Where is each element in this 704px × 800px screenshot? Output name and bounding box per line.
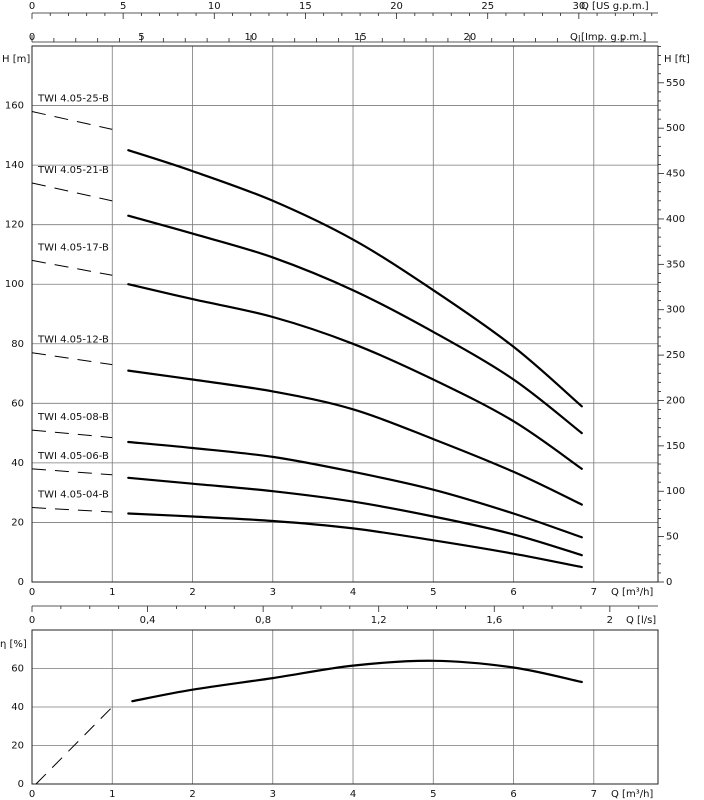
impgpm-tick-label: 10 — [245, 32, 258, 43]
ft-tick-label: 450 — [666, 169, 685, 180]
grid-lines — [32, 46, 658, 784]
impgpm-tick-label: 15 — [354, 32, 367, 43]
head-curve-dashed-segment — [31, 507, 113, 513]
eff-m3h-axis-label: Q [m³/h] — [611, 789, 653, 800]
head-m-tick-label: 20 — [11, 517, 24, 528]
head-curve-dashed-segment — [31, 352, 113, 366]
eff-tick-label: 40 — [11, 702, 24, 713]
series-label: TWI 4.05-17-B — [37, 242, 109, 253]
head-curve-dashed-segment — [31, 182, 113, 202]
ft-tick-label: 350 — [666, 259, 685, 270]
head-curve-twi-4-05-21-b — [127, 214, 583, 435]
head-m-tick-label: 100 — [5, 279, 24, 290]
eff-m3h-tick-label: 5 — [430, 789, 436, 800]
eff-m3h-tick-label: 6 — [510, 789, 516, 800]
ft-tick-label: 500 — [666, 123, 685, 134]
head-curve-twi-4-05-12-b — [127, 369, 583, 506]
impgpm-tick-label: 20 — [463, 32, 476, 43]
ft-tick-label: 550 — [666, 78, 685, 89]
lps-tick-label: 1,2 — [371, 615, 387, 626]
series-label: TWI 4.05-12-B — [37, 335, 109, 346]
usgpm-tick-label: 0 — [29, 1, 35, 12]
lps-tick-label: 1,6 — [486, 615, 502, 626]
lps-axis-label: Q [l/s] — [626, 615, 656, 626]
head-m-tick-label: 0 — [18, 577, 24, 588]
efficiency-curve — [131, 659, 583, 703]
head-m-tick-label: 160 — [5, 101, 24, 112]
plot-frames — [31, 45, 659, 785]
usgpm-tick-label: 5 — [120, 1, 126, 12]
usgpm-axis-label: Q [US g.p.m.] — [581, 1, 649, 12]
head-curve-dashed-segment — [31, 259, 113, 276]
head-m-tick-label: 140 — [5, 160, 24, 171]
ft-tick-label: 150 — [666, 441, 685, 452]
lps-tick-label: 2 — [607, 615, 613, 626]
ft-tick-label: 100 — [666, 486, 685, 497]
lps-tick-label: 0 — [29, 615, 35, 626]
head-curve-dashed-segment — [31, 429, 113, 439]
lps-tick-label: 0,4 — [140, 615, 156, 626]
impgpm-tick-label: 5 — [138, 32, 144, 43]
ft-tick-label: 200 — [666, 395, 685, 406]
series-label: TWI 4.05-21-B — [37, 165, 109, 176]
head-curve-twi-4-05-06-b — [127, 476, 583, 557]
head-curve-twi-4-05-25-b — [127, 149, 583, 408]
ft-tick-label: 250 — [666, 350, 685, 361]
m3h-tick-label: 6 — [510, 587, 516, 598]
lps-tick-label: 0,8 — [255, 615, 271, 626]
series-labels: TWI 4.05-25-B TWI 4.05-21-B TWI 4.05-17-B T… — [37, 94, 109, 501]
usgpm-tick-label: 15 — [299, 1, 312, 12]
tick-labels: 0 5 10 15 20 25 30Q [US g.p.m.]0 5 10 15 20 Q [Imp.… — [0, 1, 690, 800]
head-m-tick-label: 40 — [11, 458, 24, 469]
head-m-tick-label: 60 — [11, 398, 24, 409]
m3h-tick-label: 2 — [189, 587, 195, 598]
m3h-tick-label: 5 — [430, 587, 436, 598]
ft-tick-label: 0 — [666, 577, 672, 588]
impgpm-axis-label: Q [Imp. g.p.m.] — [570, 32, 646, 43]
usgpm-tick-label: 10 — [208, 1, 221, 12]
eff-tick-label: 20 — [11, 741, 24, 752]
data-curves — [31, 111, 583, 785]
head-curve-twi-4-05-08-b — [127, 440, 583, 539]
head-plot-frame — [31, 45, 659, 583]
ft-tick-label: 400 — [666, 214, 685, 225]
ft-axis-label: H [ft] — [664, 54, 690, 65]
usgpm-tick-label: 30 — [572, 1, 585, 12]
head-m-tick-label: 120 — [5, 220, 24, 231]
m3h-axis-label: Q [m³/h] — [611, 587, 653, 598]
eff-m3h-tick-label: 4 — [350, 789, 356, 800]
head-m-axis-label: H [m] — [2, 54, 30, 65]
impgpm-tick-label: 0 — [29, 32, 35, 43]
series-label: TWI 4.05-04-B — [37, 490, 109, 501]
series-label: TWI 4.05-08-B — [37, 412, 109, 423]
head-curve-dashed-segment — [31, 468, 113, 476]
eff-tick-label: 60 — [11, 664, 24, 675]
eff-m3h-tick-label: 2 — [189, 789, 195, 800]
eff-m3h-tick-label: 0 — [29, 789, 35, 800]
tick-marks — [31, 12, 664, 612]
series-label: TWI 4.05-06-B — [37, 451, 109, 462]
m3h-tick-label: 1 — [109, 587, 115, 598]
eff-m3h-tick-label: 3 — [270, 789, 276, 800]
head-m-tick-label: 80 — [11, 339, 24, 350]
usgpm-tick-label: 20 — [390, 1, 403, 12]
eff-m3h-tick-label: 1 — [109, 789, 115, 800]
m3h-tick-label: 7 — [591, 587, 597, 598]
eff-tick-label: 0 — [18, 779, 24, 790]
m3h-tick-label: 0 — [29, 587, 35, 598]
series-label: TWI 4.05-25-B — [37, 94, 109, 105]
eff-m3h-tick-label: 7 — [591, 789, 597, 800]
efficiency-plot-frame — [31, 629, 659, 785]
m3h-tick-label: 3 — [270, 587, 276, 598]
head-curve-twi-4-05-17-b — [127, 283, 583, 470]
head-curve-twi-4-05-04-b — [127, 512, 583, 569]
ft-tick-label: 300 — [666, 305, 685, 316]
head-curve-dashed-segment — [31, 111, 113, 130]
m3h-tick-label: 4 — [350, 587, 356, 598]
efficiency-curve-dashed-segment — [35, 706, 113, 785]
eff-axis-label: η [%] — [0, 639, 27, 650]
usgpm-tick-label: 25 — [481, 1, 494, 12]
ft-tick-label: 50 — [666, 532, 679, 543]
